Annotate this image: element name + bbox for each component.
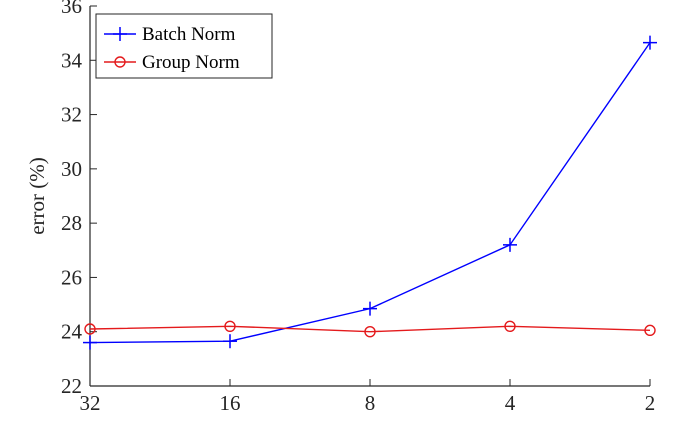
x-tick-label: 4 bbox=[505, 391, 516, 415]
series-line bbox=[89, 42, 651, 344]
legend-label: Group Norm bbox=[142, 52, 240, 73]
legend-entry: Group Norm bbox=[104, 52, 240, 73]
data-point bbox=[364, 326, 376, 338]
legend-entry: Batch Norm bbox=[104, 24, 236, 45]
series-batch-norm bbox=[83, 35, 657, 350]
legend: Batch Norm Group Norm bbox=[95, 13, 273, 79]
data-point bbox=[363, 301, 377, 316]
x-axis-ticks: 32 16 8 4 2 bbox=[80, 379, 656, 415]
x-tick-label: 32 bbox=[80, 391, 101, 415]
data-point bbox=[503, 237, 517, 252]
y-tick-label: 26 bbox=[61, 265, 82, 289]
y-tick-label: 36 bbox=[61, 0, 82, 18]
data-point bbox=[84, 323, 96, 335]
legend-box bbox=[95, 13, 273, 79]
data-point bbox=[83, 335, 97, 350]
legend-marker bbox=[113, 27, 127, 41]
y-tick-label: 28 bbox=[61, 211, 82, 235]
y-tick-label: 34 bbox=[61, 48, 83, 72]
x-tick-label: 2 bbox=[645, 391, 656, 415]
y-tick-label: 24 bbox=[61, 320, 83, 344]
data-point bbox=[643, 35, 657, 50]
data-point bbox=[644, 324, 656, 337]
data-point bbox=[223, 334, 237, 349]
y-tick-label: 32 bbox=[61, 103, 82, 127]
data-point bbox=[504, 320, 516, 332]
y-axis-label: error (%) bbox=[25, 157, 49, 235]
x-tick-label: 8 bbox=[365, 391, 376, 415]
series-line bbox=[89, 325, 651, 333]
series-layer bbox=[83, 35, 657, 350]
legend-label: Batch Norm bbox=[142, 24, 236, 45]
series-group-norm bbox=[84, 320, 656, 338]
x-tick-label: 16 bbox=[220, 391, 241, 415]
legend-marker bbox=[114, 56, 126, 68]
y-axis-ticks: 22 24 26 28 30 32 34 36 bbox=[61, 0, 97, 398]
data-point bbox=[224, 320, 236, 332]
y-tick-label: 22 bbox=[61, 374, 82, 398]
y-tick-label: 30 bbox=[61, 157, 82, 181]
